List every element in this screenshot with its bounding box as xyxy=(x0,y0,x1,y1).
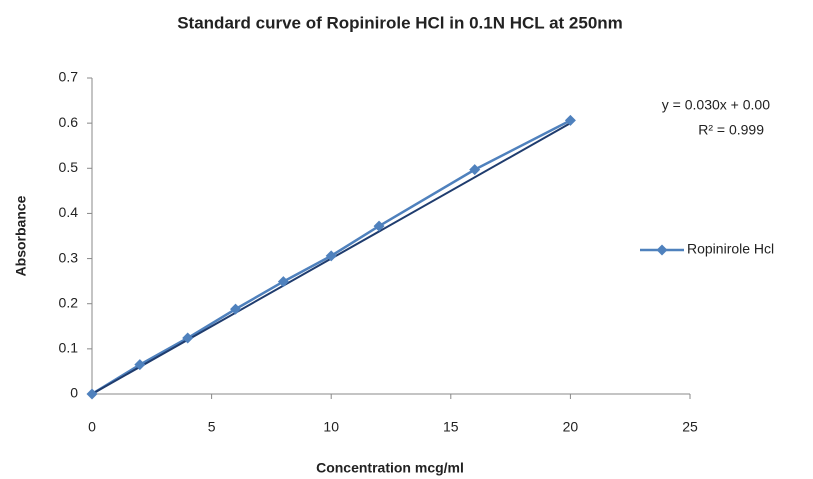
y-tick-label: 0.1 xyxy=(59,340,79,356)
y-tick-label: 0.5 xyxy=(59,159,79,175)
y-tick-label: 0.2 xyxy=(59,294,79,310)
data-point xyxy=(134,359,146,371)
data-point xyxy=(182,332,194,344)
data-point xyxy=(469,164,481,176)
chart-title: Standard curve of Ropinirole HCl in 0.1N… xyxy=(177,13,623,32)
x-tick-label: 5 xyxy=(208,419,216,435)
y-tick-label: 0 xyxy=(70,385,78,401)
y-axis-title: Absorbance xyxy=(13,195,29,276)
x-tick-label: 20 xyxy=(563,419,579,435)
data-point xyxy=(373,220,385,232)
x-tick-label: 0 xyxy=(88,419,96,435)
x-axis-title: Concentration mcg/ml xyxy=(316,460,464,476)
y-tick-label: 0.6 xyxy=(59,114,79,130)
x-tick-label: 25 xyxy=(682,419,698,435)
legend-marker xyxy=(656,244,668,256)
legend-label: Ropinirole Hcl xyxy=(687,241,774,257)
x-tick-label: 15 xyxy=(443,419,459,435)
data-point xyxy=(86,388,98,400)
x-tick-label: 10 xyxy=(323,419,339,435)
data-point xyxy=(325,250,337,262)
y-tick-label: 0.4 xyxy=(59,204,79,220)
data-point xyxy=(277,276,289,288)
data-point xyxy=(564,114,576,126)
y-tick-label: 0.7 xyxy=(59,69,79,85)
trendline-equation: y = 0.030x + 0.00 xyxy=(662,97,770,113)
data-point xyxy=(230,303,242,315)
y-tick-label: 0.3 xyxy=(59,249,79,265)
trendline-r-squared: R² = 0.999 xyxy=(698,122,764,138)
